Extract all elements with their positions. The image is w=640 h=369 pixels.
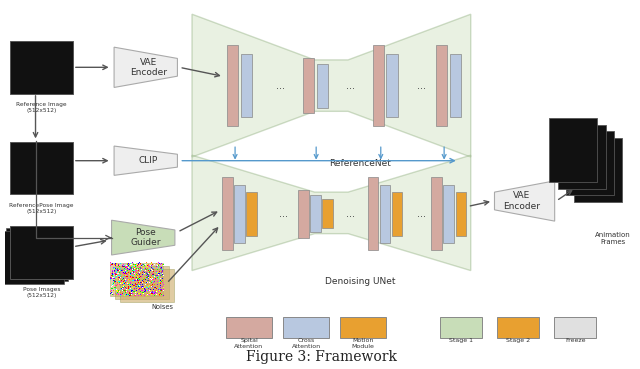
Text: Motion
Module: Motion Module [351, 338, 374, 349]
Text: Pose Images
(512x512): Pose Images (512x512) [23, 287, 60, 298]
Text: Noises: Noises [151, 304, 173, 310]
Text: ...: ... [417, 209, 426, 219]
FancyBboxPatch shape [227, 45, 238, 126]
FancyBboxPatch shape [241, 55, 252, 117]
FancyBboxPatch shape [10, 41, 73, 94]
FancyBboxPatch shape [6, 228, 68, 281]
FancyBboxPatch shape [392, 192, 403, 236]
FancyBboxPatch shape [554, 317, 596, 338]
FancyBboxPatch shape [120, 269, 173, 302]
Text: VAE
Encoder: VAE Encoder [503, 191, 540, 211]
FancyBboxPatch shape [109, 263, 163, 296]
FancyBboxPatch shape [436, 45, 447, 126]
Polygon shape [111, 220, 175, 255]
FancyBboxPatch shape [368, 177, 378, 251]
Text: VAE
Encoder: VAE Encoder [130, 58, 167, 77]
FancyBboxPatch shape [226, 317, 272, 338]
FancyBboxPatch shape [380, 184, 390, 243]
FancyBboxPatch shape [303, 58, 314, 113]
FancyBboxPatch shape [10, 142, 73, 194]
Text: ...: ... [276, 80, 285, 91]
Text: ...: ... [346, 209, 355, 219]
FancyBboxPatch shape [566, 131, 614, 195]
FancyBboxPatch shape [115, 266, 168, 299]
Text: Denoising UNet: Denoising UNet [324, 277, 395, 286]
Polygon shape [114, 146, 177, 175]
FancyBboxPatch shape [234, 184, 244, 243]
FancyBboxPatch shape [283, 317, 329, 338]
FancyBboxPatch shape [246, 192, 257, 236]
Text: Animation
Frames: Animation Frames [595, 232, 631, 245]
FancyBboxPatch shape [431, 177, 442, 251]
FancyBboxPatch shape [317, 63, 328, 108]
Text: Pose
Guider: Pose Guider [131, 228, 161, 247]
FancyBboxPatch shape [310, 196, 321, 232]
FancyBboxPatch shape [323, 199, 333, 228]
Text: Stage 2: Stage 2 [506, 338, 531, 343]
Text: Figure 3: Framework: Figure 3: Framework [246, 349, 397, 363]
FancyBboxPatch shape [450, 55, 461, 117]
Text: Cross
Attention: Cross Attention [291, 338, 321, 349]
Text: ReferenceNet: ReferenceNet [329, 159, 391, 168]
Text: Stage 1: Stage 1 [449, 338, 473, 343]
Text: ...: ... [417, 80, 426, 91]
FancyBboxPatch shape [574, 138, 622, 202]
FancyBboxPatch shape [223, 177, 232, 251]
Polygon shape [114, 47, 177, 87]
Polygon shape [192, 155, 471, 270]
FancyBboxPatch shape [1, 231, 64, 284]
Text: Reference Image
(512x512): Reference Image (512x512) [16, 102, 67, 113]
Text: Freeze: Freeze [565, 338, 586, 343]
Text: ReferencePose Image
(512x512): ReferencePose Image (512x512) [10, 203, 74, 214]
FancyBboxPatch shape [340, 317, 386, 338]
FancyBboxPatch shape [557, 125, 605, 189]
FancyBboxPatch shape [497, 317, 539, 338]
FancyBboxPatch shape [372, 45, 384, 126]
FancyBboxPatch shape [298, 190, 308, 238]
FancyBboxPatch shape [549, 118, 597, 182]
Polygon shape [495, 181, 555, 221]
FancyBboxPatch shape [387, 55, 398, 117]
FancyBboxPatch shape [10, 226, 73, 279]
Text: Spital
Attention: Spital Attention [234, 338, 264, 349]
Text: ...: ... [346, 80, 355, 91]
Text: ...: ... [279, 209, 289, 219]
Polygon shape [192, 14, 471, 157]
FancyBboxPatch shape [440, 317, 482, 338]
Text: CLIP: CLIP [139, 156, 158, 165]
FancyBboxPatch shape [456, 192, 466, 236]
FancyBboxPatch shape [444, 184, 454, 243]
